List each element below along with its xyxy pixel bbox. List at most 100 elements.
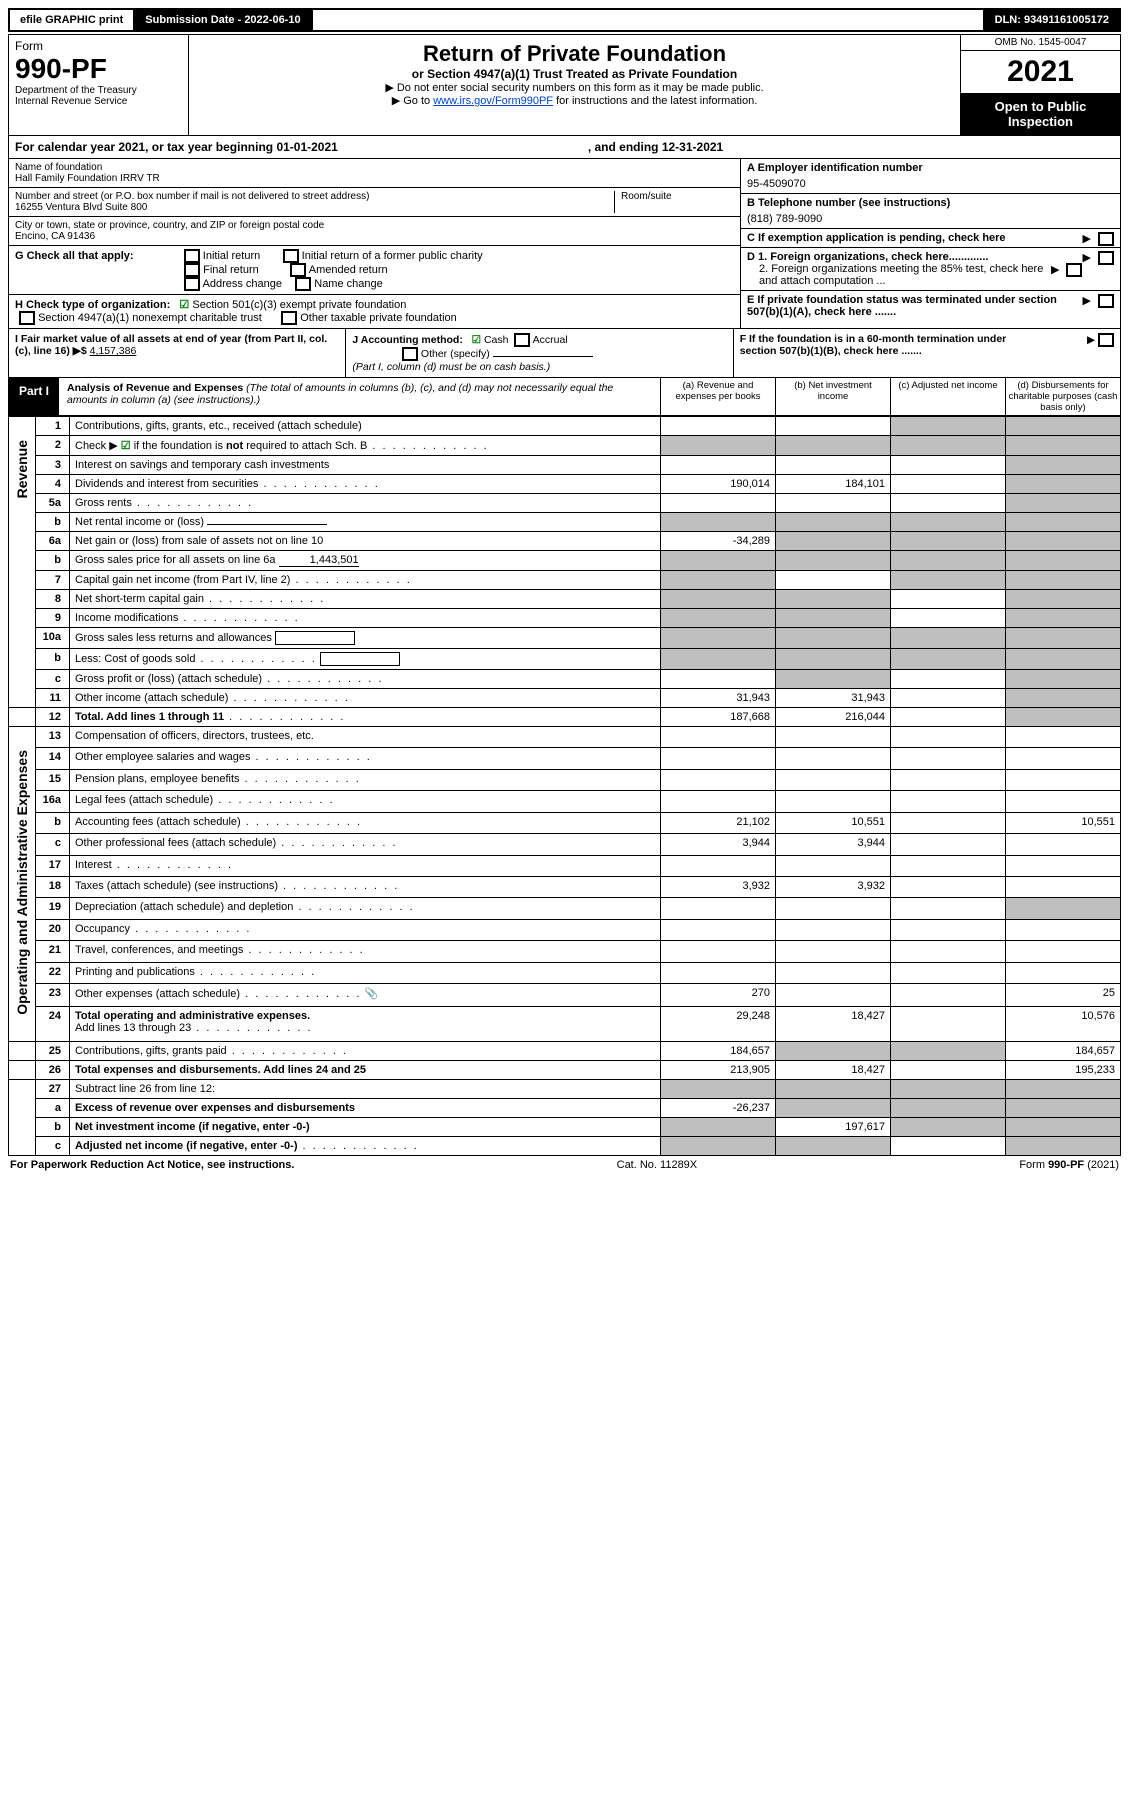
row-8: 8Net short-term capital gain (9, 590, 1121, 609)
h-checkboxes: H Check type of organization: ☑ Section … (9, 295, 740, 328)
chk-d2[interactable] (1066, 263, 1082, 277)
h2: Section 4947(a)(1) nonexempt charitable … (38, 312, 262, 324)
foot-left: For Paperwork Reduction Act Notice, see … (10, 1159, 294, 1171)
city-label: City or town, state or province, country… (15, 220, 734, 231)
form-subtitle: or Section 4947(a)(1) Trust Treated as P… (195, 67, 954, 81)
chk-address[interactable] (184, 277, 200, 291)
j-note: (Part I, column (d) must be on cash basi… (352, 361, 550, 373)
col-b-header: (b) Net investment income (775, 378, 890, 415)
row-13: Operating and Administrative Expenses 13… (9, 727, 1121, 748)
a-label: A Employer identification number (747, 162, 1114, 174)
row-21: 21Travel, conferences, and meetings (9, 941, 1121, 962)
main-table: Revenue 1 Contributions, gifts, grants, … (8, 416, 1121, 1156)
chk-name[interactable] (295, 277, 311, 291)
calendar-year-row: For calendar year 2021, or tax year begi… (8, 136, 1121, 159)
j-label: J Accounting method: (352, 334, 462, 346)
chk-final[interactable] (184, 263, 200, 277)
cal-end: , and ending 12-31-2021 (588, 140, 723, 154)
top-bar: efile GRAPHIC print Submission Date - 20… (8, 8, 1121, 32)
foot-mid: Cat. No. 11289X (617, 1159, 698, 1171)
row-23: 23Other expenses (attach schedule) 📎2702… (9, 984, 1121, 1007)
part1-title: Analysis of Revenue and Expenses (The to… (59, 378, 660, 415)
h1: Section 501(c)(3) exempt private foundat… (192, 299, 406, 311)
d-cell: D 1. Foreign organizations, check here..… (741, 248, 1120, 291)
g2: Final return (203, 264, 259, 276)
row-27b: bNet investment income (if negative, ent… (9, 1117, 1121, 1136)
note2-pre: ▶ Go to (392, 95, 433, 107)
col-d-header: (d) Disbursements for charitable purpose… (1005, 378, 1120, 415)
i-cell: I Fair market value of all assets at end… (9, 329, 346, 377)
note2-post: for instructions and the latest informat… (556, 95, 757, 107)
form-title: Return of Private Foundation (195, 41, 954, 67)
revenue-sidelabel: Revenue (9, 417, 36, 708)
chk-d1[interactable] (1098, 251, 1114, 265)
row-16a: 16aLegal fees (attach schedule) (9, 791, 1121, 812)
chk-e[interactable] (1098, 294, 1114, 308)
ein-cell: A Employer identification number 95-4509… (741, 159, 1120, 194)
row-10a: 10aGross sales less returns and allowanc… (9, 628, 1121, 649)
f-cell: F If the foundation is in a 60-month ter… (734, 329, 1120, 377)
row-27a: aExcess of revenue over expenses and dis… (9, 1098, 1121, 1117)
row-7: 7Capital gain net income (from Part IV, … (9, 571, 1121, 590)
row-6a: 6aNet gain or (loss) from sale of assets… (9, 532, 1121, 551)
row-15: 15Pension plans, employee benefits (9, 769, 1121, 790)
row-25: 25Contributions, gifts, grants paid184,6… (9, 1041, 1121, 1060)
c-label: C If exemption application is pending, c… (747, 232, 1006, 244)
g1: Initial return (203, 250, 260, 262)
row-16c: cOther professional fees (attach schedul… (9, 834, 1121, 855)
row-18: 18Taxes (attach schedule) (see instructi… (9, 876, 1121, 897)
form-header-left: Form 990-PF Department of the Treasury I… (9, 35, 189, 135)
row-3: 3Interest on savings and temporary cash … (9, 456, 1121, 475)
addr-label: Number and street (or P.O. box number if… (15, 191, 614, 202)
chk-c[interactable] (1098, 232, 1114, 246)
part1-title-bold: Analysis of Revenue and Expenses (67, 382, 243, 394)
form-note2: ▶ Go to www.irs.gov/Form990PF for instru… (195, 94, 954, 107)
ein-value: 95-4509070 (747, 174, 1114, 190)
chk-accrual[interactable] (514, 333, 530, 347)
lower-info: I Fair market value of all assets at end… (8, 329, 1121, 378)
row-10c: cGross profit or (loss) (attach schedule… (9, 670, 1121, 689)
row-27: 27Subtract line 26 from line 12: (9, 1079, 1121, 1098)
chk-4947[interactable] (19, 311, 35, 325)
h3: Other taxable private foundation (300, 312, 457, 324)
row-5b: bNet rental income or (loss) (9, 513, 1121, 532)
row-14: 14Other employee salaries and wages (9, 748, 1121, 769)
addr-value: 16255 Ventura Blvd Suite 800 (15, 202, 614, 213)
part1-header: Part I Analysis of Revenue and Expenses … (8, 378, 1121, 416)
chk-501c3-checked: ☑ (179, 299, 189, 311)
expenses-sidelabel: Operating and Administrative Expenses (9, 727, 36, 1042)
row-19: 19Depreciation (attach schedule) and dep… (9, 898, 1121, 919)
name-label: Name of foundation (15, 162, 734, 173)
topbar-spacer (313, 10, 985, 30)
city-cell: City or town, state or province, country… (9, 217, 740, 246)
row-20: 20Occupancy (9, 919, 1121, 940)
attach-icon[interactable]: 📎 (365, 988, 379, 1000)
i-label: I Fair market value of all assets at end… (15, 333, 327, 357)
row-12: 12Total. Add lines 1 through 11187,66821… (9, 708, 1121, 727)
chk-other-tax[interactable] (281, 311, 297, 325)
g5: Amended return (309, 264, 388, 276)
efile-label[interactable]: efile GRAPHIC print (10, 10, 135, 30)
chk-initial-former[interactable] (283, 249, 299, 263)
form-link[interactable]: www.irs.gov/Form990PF (433, 95, 553, 107)
info-block: Name of foundation Hall Family Foundatio… (8, 159, 1121, 329)
e-cell: E If private foundation status was termi… (741, 291, 1120, 321)
row-27c: cAdjusted net income (if negative, enter… (9, 1136, 1121, 1155)
row-11: 11Other income (attach schedule)31,94331… (9, 689, 1121, 708)
row-26: 26Total expenses and disbursements. Add … (9, 1060, 1121, 1079)
chk-initial[interactable] (184, 249, 200, 263)
dept-treasury: Department of the Treasury (15, 85, 182, 96)
h-label: H Check type of organization: (15, 299, 170, 311)
e-label: E If private foundation status was termi… (747, 294, 1057, 318)
g4: Initial return of a former public charit… (302, 250, 483, 262)
row-24: 24Total operating and administrative exp… (9, 1006, 1121, 1041)
c-cell: C If exemption application is pending, c… (741, 229, 1120, 248)
open-inspection: Open to Public Inspection (961, 93, 1120, 135)
footer: For Paperwork Reduction Act Notice, see … (8, 1156, 1121, 1174)
row-22: 22Printing and publications (9, 962, 1121, 983)
dln-label: DLN: 93491161005172 (985, 10, 1119, 30)
chk-amended[interactable] (290, 263, 306, 277)
chk-f[interactable] (1098, 333, 1114, 347)
chk-other-method[interactable] (402, 347, 418, 361)
form-header-mid: Return of Private Foundation or Section … (189, 35, 960, 135)
